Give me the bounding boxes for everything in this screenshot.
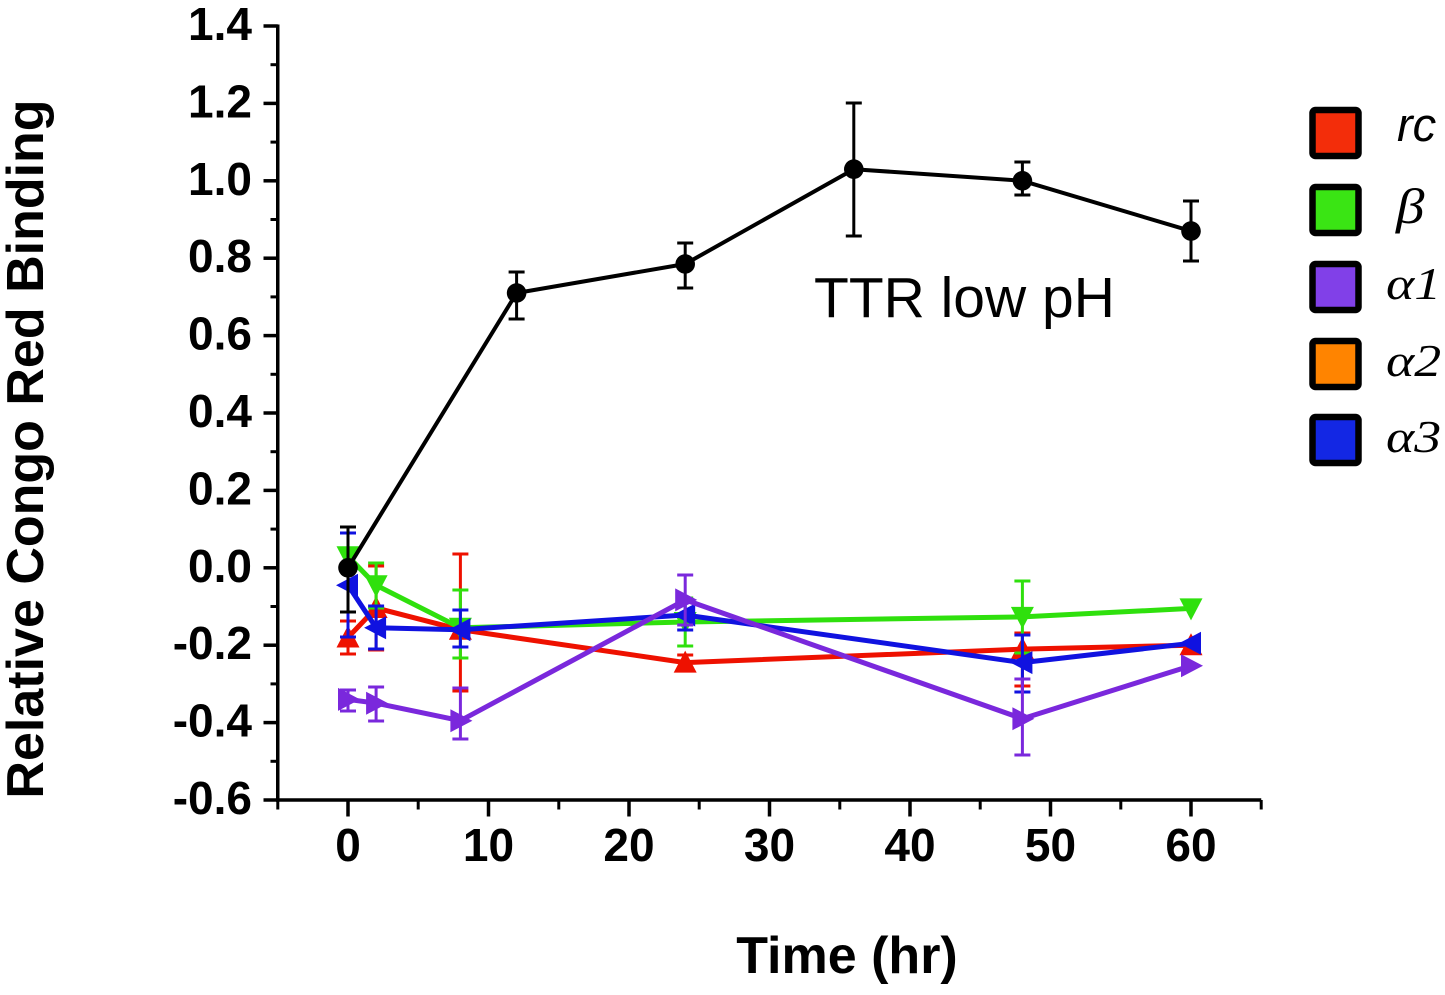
svg-text:40: 40 — [884, 819, 935, 871]
svg-text:50: 50 — [1025, 819, 1076, 871]
svg-text:0.8: 0.8 — [188, 230, 252, 282]
svg-text:-0.4: -0.4 — [173, 695, 253, 747]
svg-text:Relative Congo Red Binding: Relative Congo Red Binding — [0, 99, 55, 798]
svg-text:-0.6: -0.6 — [173, 772, 252, 824]
svg-text:TTR low pH: TTR low pH — [814, 266, 1115, 330]
svg-text:α2: α2 — [1386, 335, 1441, 386]
svg-text:60: 60 — [1165, 819, 1216, 871]
svg-text:α1: α1 — [1386, 258, 1441, 309]
svg-text:0.4: 0.4 — [188, 385, 252, 437]
svg-text:0.2: 0.2 — [188, 462, 252, 514]
svg-text:0.6: 0.6 — [188, 308, 252, 360]
svg-text:1.4: 1.4 — [188, 0, 252, 50]
svg-text:1.0: 1.0 — [188, 153, 252, 205]
svg-text:20: 20 — [603, 819, 654, 871]
svg-text:β: β — [1395, 178, 1425, 234]
svg-text:Time (hr): Time (hr) — [736, 927, 958, 985]
svg-text:rc: rc — [1397, 98, 1436, 151]
svg-text:30: 30 — [744, 819, 795, 871]
svg-text:1.2: 1.2 — [188, 75, 252, 127]
svg-text:10: 10 — [463, 819, 514, 871]
svg-text:α3: α3 — [1386, 411, 1441, 462]
svg-text:-0.2: -0.2 — [173, 617, 252, 669]
svg-text:0: 0 — [335, 819, 361, 871]
svg-text:0.0: 0.0 — [188, 540, 252, 592]
